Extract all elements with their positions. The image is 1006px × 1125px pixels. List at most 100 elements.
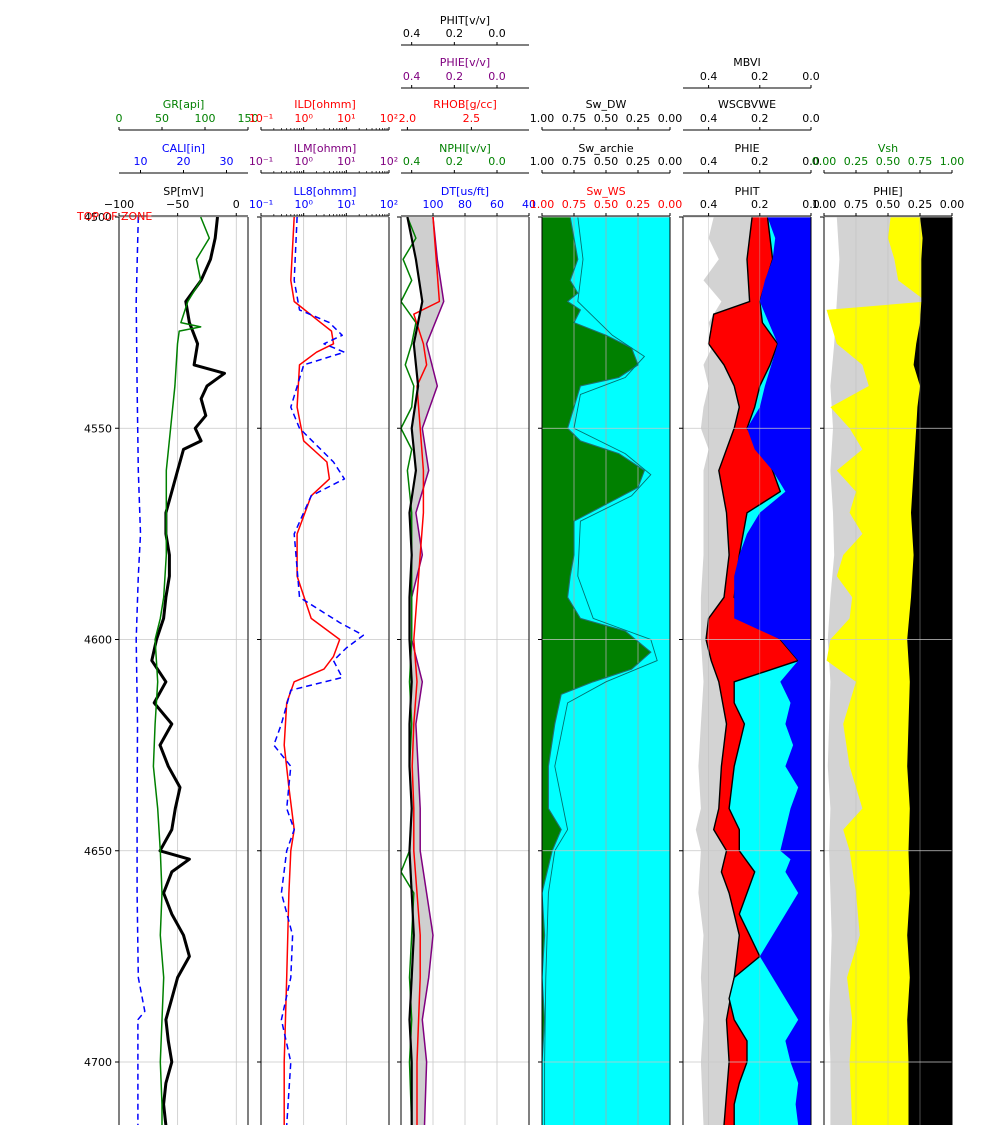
- tick-label: 0.4: [403, 27, 421, 40]
- tick-label: 0.0: [488, 27, 506, 40]
- tick-label: 0.0: [802, 112, 820, 125]
- layer-mbvi: [734, 217, 811, 1125]
- tick-label: 0.50: [876, 155, 901, 168]
- tick-label: 10⁻¹: [249, 112, 273, 125]
- scale-label: PHIT[v/v]: [440, 14, 490, 27]
- depth-tick-label: 4500: [84, 211, 112, 224]
- curve-phie: [410, 217, 445, 1125]
- scale-header: PHIE 0.4 0.2 0.0: [683, 142, 820, 174]
- scale-header: ILD[ohmm] 10⁻¹ 10⁰ 10¹ 10²: [249, 98, 398, 131]
- tick-label: 0.25: [626, 155, 651, 168]
- tick-label: 0.50: [876, 198, 901, 211]
- tick-label: 0.75: [844, 198, 869, 211]
- tick-label: 100: [423, 198, 444, 211]
- tick-label: 10¹: [337, 155, 355, 168]
- scale-label: NPHI[v/v]: [439, 142, 491, 155]
- tick-label: 0.75: [562, 155, 587, 168]
- tick-label: 1.00: [812, 198, 837, 211]
- scale-label: Vsh: [878, 142, 898, 155]
- curve-sw_archie: [542, 217, 652, 1125]
- tick-label: 0.25: [908, 198, 933, 211]
- tick-label: 10²: [380, 155, 398, 168]
- tick-label: 1.00: [530, 155, 555, 168]
- scale-label: GR[api]: [163, 98, 205, 111]
- scale-header: DT[us/ft]100 80 60 40: [401, 185, 536, 217]
- scale-label: PHIT: [735, 185, 760, 198]
- curve-cali: [135, 217, 146, 1125]
- tick-label: 0.25: [844, 155, 869, 168]
- tick-label: 0.0: [802, 198, 820, 211]
- tick-label: 10²: [380, 112, 398, 125]
- scale-header: GR[api] 0 50 100 150: [116, 98, 259, 131]
- track-porosity: [401, 217, 529, 1125]
- scale-label: MBVI: [733, 56, 760, 69]
- tick-label: 0.0: [488, 70, 506, 83]
- tick-label: 0.2: [751, 198, 769, 211]
- zone-annotation: TOP OF ZONE: [76, 210, 152, 223]
- scale-header: PHIE[v/v] 0.4 0.2 0.0: [401, 56, 529, 89]
- tick-label: 0.4: [403, 155, 421, 168]
- depth-axis: 4500 4550 4600 4650 4700: [84, 211, 824, 1069]
- scale-header: SP[mV] −100 −50 0: [104, 185, 248, 217]
- scale-label: Sw_WS: [586, 185, 625, 198]
- scale-header: LL8[ohmm] 10⁻¹ 10⁰ 10¹ 10²: [249, 185, 398, 217]
- tick-label: 0.4: [700, 155, 718, 168]
- tick-label: 10²: [380, 198, 398, 211]
- scale-header: Sw_DW 1.00 0.75 0.50 0.25 0.00: [530, 98, 683, 131]
- scale-header: PHIE] 1.00 0.75 0.50 0.25 0.00: [812, 185, 965, 217]
- scale-label: PHIE]: [873, 185, 902, 198]
- tick-label: 0.2: [751, 155, 769, 168]
- track-saturation: [542, 217, 670, 1125]
- depth-tick-label: 4650: [84, 845, 112, 858]
- scale-label: LL8[ohmm]: [294, 185, 357, 198]
- curve-gr: [152, 217, 211, 1125]
- scale-header: NPHI[v/v] 0.4 0.2 0.0: [401, 142, 529, 174]
- tick-label: 0.00: [812, 155, 837, 168]
- tick-label: 0.25: [626, 198, 651, 211]
- scale-header: ILM[ohmm] 10⁻¹ 10⁰ 10¹ 10²: [249, 142, 398, 174]
- tick-label: 0.00: [658, 112, 683, 125]
- scale-label: Sw_archie: [578, 142, 634, 155]
- tick-label: 10¹: [337, 198, 355, 211]
- tick-label: 0.0: [802, 155, 820, 168]
- tick-label: 60: [490, 198, 504, 211]
- tick-label: 0.2: [446, 27, 464, 40]
- tick-label: 1.00: [940, 155, 965, 168]
- scale-header: PHIT 0.4 0.2 0.0: [683, 185, 820, 217]
- tick-label: 0.00: [940, 198, 965, 211]
- tick-label: 10¹: [337, 112, 355, 125]
- scale-header: MBVI 0.4 0.2 0.0: [683, 56, 820, 89]
- track-resistivity: [261, 217, 389, 1125]
- porosity-shading: [407, 217, 444, 1125]
- tick-label: 0.2: [446, 70, 464, 83]
- tick-label: 10⁰: [294, 112, 313, 125]
- tick-label: 150: [238, 112, 259, 125]
- scale-header: Sw_archie 1.00 0.75 0.50 0.25 0.00: [530, 142, 683, 174]
- scale-label: SP[mV]: [163, 185, 203, 198]
- tick-label: 0.2: [751, 112, 769, 125]
- track-bvw: [695, 217, 811, 1125]
- tick-label: 0: [116, 112, 123, 125]
- tick-label: 0.00: [658, 198, 683, 211]
- scale-label: DT[us/ft]: [441, 185, 489, 198]
- tick-label: 0.4: [700, 70, 718, 83]
- tick-label: 0.0: [802, 70, 820, 83]
- scale-label: CALI[in]: [162, 142, 205, 155]
- layer-phie: [907, 217, 952, 1125]
- tick-label: 40: [522, 198, 536, 211]
- scale-header: Vsh 0.00 0.25 0.50 0.75 1.00: [812, 142, 965, 174]
- curve-phit: [406, 217, 424, 1125]
- tick-label: 10⁻¹: [249, 155, 273, 168]
- tick-label: 2.0: [399, 112, 417, 125]
- tick-label: 50: [155, 112, 169, 125]
- hydrocarbon-fill: [542, 217, 651, 1125]
- tick-label: 20: [177, 155, 191, 168]
- tick-label: 0.00: [658, 155, 683, 168]
- tick-label: 0.75: [562, 198, 587, 211]
- track-lithology: [826, 217, 952, 1125]
- tick-label: 0.4: [700, 198, 718, 211]
- curve-ll8: [273, 217, 365, 1125]
- depth-tick-label: 4600: [84, 634, 112, 647]
- tick-label: 2.5: [463, 112, 481, 125]
- scale-label: ILM[ohmm]: [294, 142, 357, 155]
